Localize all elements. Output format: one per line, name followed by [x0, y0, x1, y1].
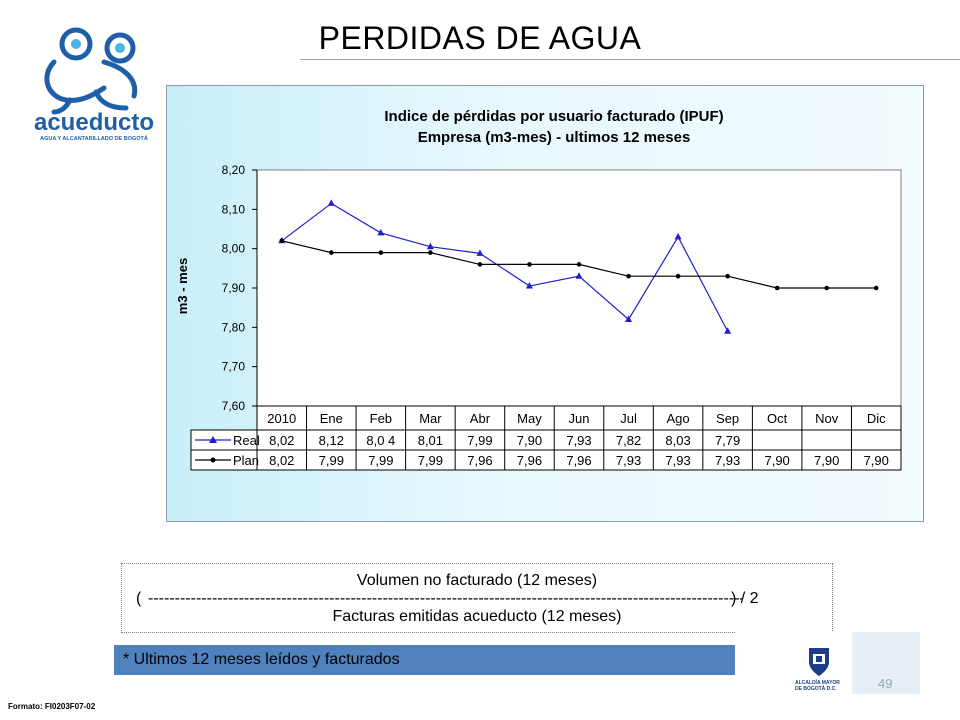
table-cell-value: 7,90: [814, 453, 839, 468]
table-cell-value: 7,96: [467, 453, 492, 468]
logo-wordmark: acueducto: [34, 109, 154, 136]
table-cell-value: 7,99: [418, 453, 443, 468]
data-point-plan: [873, 285, 879, 291]
data-point-real: [476, 249, 484, 256]
formula-fraction-line: ----------------------------------------…: [148, 590, 743, 607]
formula-denominator: Facturas emitidas acueducto (12 meses): [332, 608, 622, 625]
format-code: Formato: FI0203F07-02: [8, 702, 96, 711]
data-point-real: [625, 315, 633, 322]
data-point-real: [724, 327, 732, 334]
data-point-plan: [576, 262, 582, 267]
table-cell-value: 7,79: [715, 433, 740, 448]
page-number: 49: [878, 676, 893, 691]
table-cell-value: 7,93: [566, 433, 591, 448]
y-axis-label: m3 - mes: [175, 258, 190, 314]
y-tick-label: 8,10: [222, 202, 246, 216]
table-cell-value: 7,99: [368, 453, 393, 468]
table-cell-value: 8,02: [269, 433, 294, 448]
page-title: PERDIDAS DE AGUA: [318, 20, 642, 56]
data-point-real: [377, 228, 385, 236]
category-label: Oct: [767, 411, 788, 426]
bogota-line2: DE BOGOTÁ D.C.: [795, 685, 837, 692]
note-text: * Ultimos 12 meses leídos y facturados: [123, 651, 400, 668]
data-point-real: [674, 232, 682, 240]
table-cell-value: 8,0 4: [366, 433, 395, 448]
series-name-plan: Plan: [233, 453, 259, 468]
data-point-plan: [675, 273, 681, 279]
chart-subtitle: Empresa (m3-mes) - ultimos 12 meses: [418, 129, 691, 146]
table-cell-value: 7,99: [319, 453, 344, 468]
frog-icon: [44, 27, 138, 115]
title-rule: [300, 59, 960, 60]
data-point-plan: [626, 273, 631, 279]
y-tick-label: 7,60: [222, 399, 246, 413]
data-point-plan: [725, 273, 730, 279]
category-label: Ene: [320, 411, 343, 426]
formula-numerator: Volumen no facturado (12 meses): [356, 572, 598, 589]
table-cell-value: 7,82: [616, 433, 641, 448]
y-tick-label: 8,00: [222, 242, 246, 256]
legend-marker-plan: [210, 457, 216, 463]
logo-tagline: AGUA Y ALCANTARILLADO DE BOGOTÁ: [40, 135, 148, 142]
data-point-real: [575, 272, 583, 279]
category-label: Mar: [419, 411, 442, 426]
chart-panel: Indice de pérdidas por usuario facturado…: [166, 85, 924, 522]
table-cell-value: 7,96: [566, 453, 591, 468]
data-point-real: [525, 282, 533, 289]
y-tick-label: 8,20: [222, 163, 246, 177]
category-label: Dic: [867, 411, 886, 426]
category-label: Feb: [370, 411, 392, 426]
category-label: Nov: [815, 411, 839, 426]
data-point-plan: [378, 250, 384, 255]
table-cell-value: 7,90: [517, 433, 542, 448]
table-cell-value: 8,01: [418, 433, 443, 448]
data-table: 2010 Ene Feb Mar Abr May Jun Jul Ago Sep Oct Nov Dic…: [190, 405, 902, 471]
y-tick-label: 7,80: [222, 320, 246, 334]
legend-marker-real: [209, 436, 217, 443]
table-cell-value: 8,02: [269, 453, 294, 468]
data-point-real: [327, 199, 335, 206]
category-label: Abr: [470, 411, 491, 426]
footer-panel: [852, 632, 920, 694]
data-point-plan: [527, 262, 532, 267]
data-point-plan: [774, 285, 780, 291]
table-cell-value: 7,93: [616, 453, 641, 468]
category-label: May: [517, 411, 542, 426]
series-lines: [278, 199, 879, 334]
table-cell-value: 7,90: [764, 453, 789, 468]
category-label: Ago: [667, 411, 690, 426]
formula-divide-by-two: ) / 2: [731, 590, 759, 607]
table-cell-value: 7,93: [665, 453, 690, 468]
table-cell-value: 8,12: [319, 433, 344, 448]
data-point-real: [426, 242, 434, 250]
y-axis: 8,20 8,10 8,00 7,90 7,80 7,70 7,60: [222, 163, 258, 413]
y-tick-label: 7,70: [222, 360, 246, 374]
data-point-plan: [477, 262, 483, 267]
chart-title: Indice de pérdidas por usuario facturado…: [384, 108, 723, 125]
data-point-plan: [428, 250, 433, 255]
series-line-real: [281, 202, 729, 332]
acueducto-logo: acueducto AGUA Y ALCANTARILLADO DE BOGOT…: [30, 22, 160, 152]
formula-box: Volumen no facturado (12 meses) ( ------…: [121, 563, 833, 633]
table-cell-value: 7,99: [467, 433, 492, 448]
data-point-plan: [824, 285, 829, 291]
category-label: 2010: [267, 411, 296, 426]
y-tick-label: 7,90: [222, 281, 246, 295]
note-bar: * Ultimos 12 meses leídos y facturados: [114, 645, 804, 675]
data-point-plan: [279, 238, 285, 244]
category-label: Jun: [569, 411, 590, 426]
table-cell-value: 7,93: [715, 453, 740, 468]
series-name-real: Real: [233, 433, 260, 448]
bogota-line1: ALCALDÍA MAYOR: [795, 678, 840, 686]
ipuf-chart: Indice de pérdidas por usuario facturado…: [175, 108, 902, 471]
shield-icon: [809, 648, 829, 676]
table-cell-value: 8,03: [665, 433, 690, 448]
table-cell-value: 7,90: [864, 453, 889, 468]
category-label: Jul: [620, 411, 637, 426]
formula-open-paren: (: [136, 590, 142, 607]
data-point-plan: [329, 250, 334, 255]
table-cell-value: 7,96: [517, 453, 542, 468]
category-label: Sep: [716, 411, 739, 426]
